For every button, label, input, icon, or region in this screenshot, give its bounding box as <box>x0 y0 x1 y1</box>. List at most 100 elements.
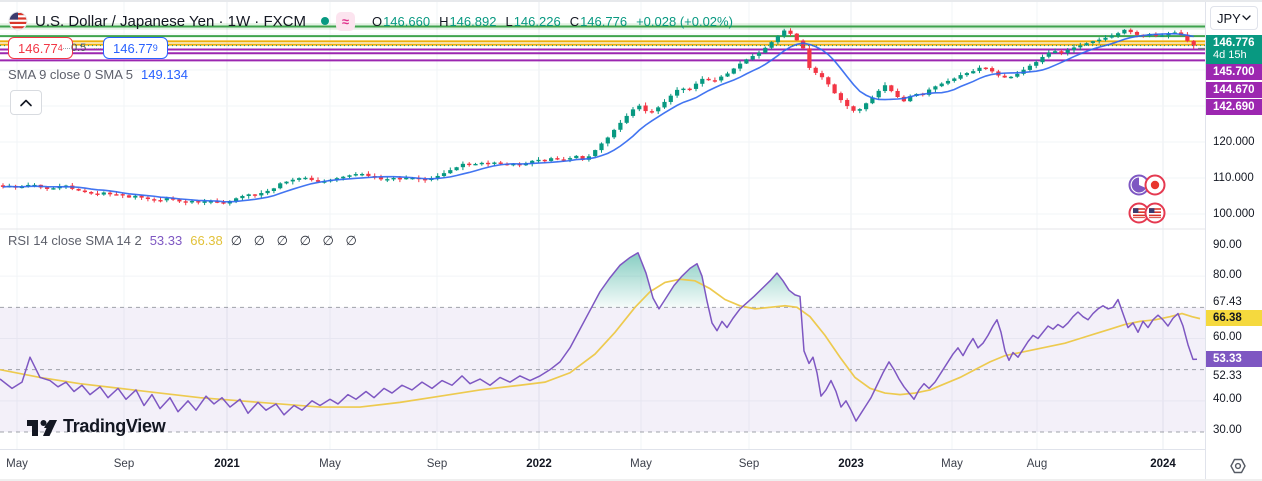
candle-body <box>536 159 541 162</box>
time-axis-label: Sep <box>426 458 448 470</box>
candle-body <box>1008 76 1014 79</box>
candle-body <box>410 177 415 180</box>
candle-body <box>807 48 812 68</box>
candle-body <box>271 188 276 192</box>
time-axis-label: May <box>941 458 963 470</box>
symbol-title[interactable]: U.S. Dollar / Japanese Yen · 1W · FXCM <box>35 12 306 30</box>
candle-body <box>555 158 560 160</box>
currency-label: JPY <box>1217 10 1241 26</box>
candle-body <box>1109 35 1114 38</box>
candle-body <box>120 194 125 196</box>
close-value: 146.776 <box>580 13 628 29</box>
candle-body <box>448 170 453 174</box>
rsi-current-value: 53.33 <box>149 233 183 248</box>
candle-body <box>895 90 900 97</box>
currency-dropdown[interactable]: JPY <box>1210 6 1258 30</box>
low-label: L <box>505 13 513 29</box>
rsi-line <box>0 252 1198 422</box>
axis-settings-gear-icon[interactable] <box>1229 457 1247 475</box>
candle-body <box>1191 40 1196 46</box>
candle-body <box>801 40 806 49</box>
candle-body <box>479 162 484 165</box>
candle-body <box>1027 65 1032 70</box>
high-value: 146.892 <box>449 13 497 29</box>
candle-body <box>1134 31 1140 35</box>
candle-body <box>1071 47 1077 50</box>
spread-connector-right <box>94 48 101 49</box>
rsi-indicator-legend[interactable]: RSI 14 close SMA 14 2 53.33 66.38 ∅ ∅ ∅ ∅ ∅… <box>8 233 361 249</box>
sma-line <box>2 32 1194 203</box>
candle-body <box>51 188 56 190</box>
collapse-legend-button[interactable] <box>10 90 42 115</box>
candle-body <box>813 67 818 73</box>
candle-body <box>189 201 195 203</box>
tradingview-logo[interactable]: TradingView <box>27 416 166 437</box>
candle-body <box>435 175 440 179</box>
candle-body <box>1122 29 1127 34</box>
candle-body <box>1128 29 1133 33</box>
us-flag-circle-icon <box>1144 202 1166 224</box>
candle-body <box>794 33 799 41</box>
candle-body <box>108 192 113 195</box>
candle-body <box>385 179 390 181</box>
time-axis-label: May <box>630 458 652 470</box>
candle-body <box>945 80 951 84</box>
candle-body <box>126 195 132 198</box>
candle-body <box>561 159 566 161</box>
time-axis-label: 2022 <box>526 458 552 470</box>
sell-button[interactable]: 146.77 4 <box>8 37 73 59</box>
candle-body <box>845 99 850 107</box>
candle-body <box>492 162 497 164</box>
candle-body <box>76 188 81 191</box>
scale-tick: 90.00 <box>1213 239 1242 251</box>
rsi-empty-plots: ∅ ∅ ∅ ∅ ∅ ∅ <box>230 233 361 248</box>
candle-body <box>605 137 610 144</box>
candle-body <box>618 122 623 130</box>
event-marker-group-us[interactable] <box>1127 200 1167 231</box>
scale-tick: 60.00 <box>1213 331 1242 343</box>
candle-body <box>1046 52 1051 57</box>
candle-body <box>133 195 138 198</box>
candle-body <box>1103 37 1108 40</box>
buy-button[interactable]: 146.77 9 <box>103 37 168 59</box>
sma-indicator-legend[interactable]: SMA 9 close 0 SMA 5 149.134 <box>8 67 188 82</box>
rsi-ma-value: 66.38 <box>190 233 223 248</box>
alert-price-label: 144.670 <box>1206 82 1262 98</box>
candle-body <box>139 195 144 198</box>
tradingview-logo-text: TradingView <box>63 416 166 436</box>
candle-body <box>838 93 843 101</box>
candle-body <box>927 89 932 95</box>
candle-body <box>782 30 787 37</box>
candle-body <box>775 36 780 43</box>
candle-body <box>668 95 673 102</box>
time-axis[interactable]: May Sep 2021 May Sep 2022 May Sep 2023 May Aug 2024 <box>0 449 1205 480</box>
candle-body <box>983 67 988 70</box>
bar-countdown: 4d 15h <box>1213 49 1247 61</box>
candle-body <box>158 200 163 202</box>
candle-body <box>171 198 176 200</box>
symbol-legend[interactable]: U.S. Dollar / Japanese Yen · 1W · FXCM ≈… <box>8 11 733 31</box>
japan-flag-dot-icon <box>1150 180 1160 190</box>
candle-body <box>649 111 654 113</box>
chevron-up-icon <box>20 99 32 106</box>
candle-body <box>1053 51 1058 54</box>
candle-body <box>89 191 94 194</box>
usdjpy-pair-flag-icon <box>8 11 28 31</box>
candle-body <box>908 96 913 102</box>
candle-body <box>404 177 409 180</box>
time-axis-label: Aug <box>1026 458 1048 470</box>
candle-body <box>265 190 270 194</box>
candle-body <box>567 158 573 160</box>
candle-body <box>656 107 661 112</box>
spread-value: 0.5 <box>71 42 87 54</box>
current-price-label: 146.776 4d 15h <box>1206 35 1262 64</box>
change-value: +0.028 (+0.02%) <box>636 13 733 29</box>
event-marker-group-japan[interactable] <box>1127 172 1167 203</box>
candle-body <box>612 129 617 138</box>
candle-body <box>259 193 264 196</box>
candle-body <box>397 177 402 180</box>
candle-body <box>196 201 201 203</box>
candle-body <box>1084 43 1089 46</box>
price-scale[interactable]: JPY 146.776 4d 15h 145.700 144.670 142.690… <box>1205 2 1262 481</box>
